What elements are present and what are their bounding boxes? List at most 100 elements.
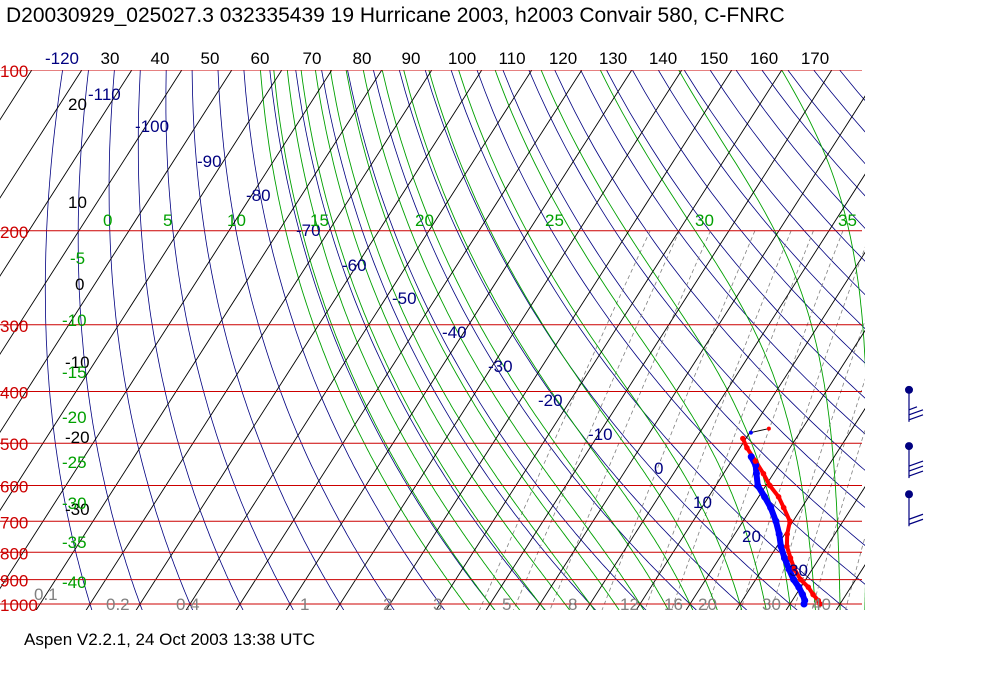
mixing-ratio-label: 30 — [762, 595, 781, 614]
pressure-label: 800 — [0, 544, 28, 563]
isotherm-line — [0, 70, 133, 277]
top-temperature-label: 50 — [201, 49, 220, 68]
mixing-ratio-line — [845, 535, 865, 610]
dewpoint-point — [795, 583, 803, 591]
temperature-point — [780, 504, 787, 511]
potential-temperature-label: -60 — [342, 256, 367, 275]
mixing-ratio-line — [811, 428, 865, 610]
isotherm-line — [981, 70, 1000, 618]
dry-adiabat-line — [891, 70, 1000, 618]
moist-adiabat-line — [781, 70, 865, 610]
isotherm-line — [185, 70, 533, 610]
isotherm-line — [0, 70, 183, 355]
moist-adiabat-label-top: 25 — [545, 211, 564, 230]
mixing-ratio-label: 40 — [812, 595, 831, 614]
isotherm-line — [385, 70, 733, 610]
dry-adiabat-line — [943, 70, 1000, 618]
temperature-point — [784, 543, 790, 550]
potential-temperature-label: -100 — [135, 117, 169, 136]
mixing-ratio-label: 5 — [502, 595, 511, 614]
isotherm-line — [85, 70, 433, 610]
isotherm-line — [0, 70, 333, 590]
dewpoint-point — [780, 554, 788, 562]
temperature-point — [797, 576, 804, 583]
top-temperature-label: 140 — [649, 49, 677, 68]
top-temperature-label: 170 — [801, 49, 829, 68]
dewpoint-point — [790, 576, 798, 584]
dry-adiabat-line — [969, 70, 1000, 618]
temperature-point — [791, 566, 798, 572]
dewpoint-point — [752, 461, 760, 469]
isotherm-line — [235, 70, 583, 610]
top-temperature-label: 100 — [448, 49, 476, 68]
mixing-ratio-line — [793, 378, 865, 610]
top-temperature-label: 40 — [151, 49, 170, 68]
temperature-point — [787, 518, 793, 525]
dry-adiabat-line — [528, 70, 865, 508]
temperature-point — [787, 555, 794, 561]
pressure-label: 700 — [0, 513, 28, 532]
moist-adiabat-label-left: -15 — [62, 363, 87, 382]
potential-temperature-label: 30 — [789, 561, 808, 580]
potential-temperature-label: -40 — [442, 323, 467, 342]
pressure-label: 900 — [0, 572, 28, 591]
left-temperature-label: -30 — [65, 500, 90, 519]
moist-adiabat-label-left: -20 — [62, 408, 87, 427]
chart-grid — [0, 70, 1000, 618]
mixing-ratio-line — [644, 230, 792, 610]
wind-barbs — [905, 385, 924, 527]
left-temperature-label: 10 — [68, 193, 87, 212]
moist-adiabat-label-top: 30 — [695, 211, 714, 230]
moist-adiabat-line — [403, 70, 694, 610]
top-temperature-label: 70 — [303, 49, 322, 68]
top-temperature-label: 80 — [353, 49, 372, 68]
left-temperature-label: -10 — [65, 353, 90, 372]
mixing-ratio-line — [549, 230, 711, 610]
profile-top-marker-dot — [766, 426, 771, 431]
dry-adiabat-line — [839, 70, 865, 102]
dry-adiabat-line — [321, 70, 597, 610]
dry-adiabat-line — [813, 70, 865, 133]
mixing-ratio-label: 3 — [433, 595, 442, 614]
temperature-point — [775, 494, 782, 500]
dry-adiabat-line — [917, 70, 1000, 618]
dry-adiabat-line — [217, 70, 395, 610]
dewpoint-point — [799, 591, 807, 599]
wind-barb-feather — [908, 518, 924, 525]
dewpoint-point — [752, 470, 760, 478]
potential-temperature-label: -90 — [197, 152, 222, 171]
wind-barb-feather — [908, 513, 924, 520]
pressure-label: 400 — [0, 384, 28, 403]
moist-adiabat-line — [678, 70, 841, 610]
wind-barb-feather — [908, 470, 924, 477]
moist-adiabat-label-left: -25 — [62, 453, 87, 472]
mixing-ratio-line — [706, 230, 844, 610]
top-temperature-label: 130 — [599, 49, 627, 68]
software-version-footer: Aspen V2.2.1, 24 Oct 2003 13:38 UTC — [24, 630, 316, 649]
temperature-point — [784, 531, 790, 537]
top-temperature-label: 160 — [750, 49, 778, 68]
dewpoint-profile-line — [748, 455, 808, 605]
potential-temperature-label: 20 — [742, 527, 761, 546]
potential-temperature-label: 10 — [693, 493, 712, 512]
pressure-label: 1000 — [0, 596, 38, 615]
dry-adiabat-line — [165, 70, 294, 610]
mixing-ratio-line — [868, 231, 978, 618]
pressure-label: 600 — [0, 478, 28, 497]
temperature-point — [740, 435, 746, 442]
mixing-ratio-label: 8 — [568, 595, 577, 614]
moist-adiabat-label-top: 5 — [163, 211, 172, 230]
wind-barb-feather — [908, 465, 924, 472]
potential-temperature-label: -10 — [588, 425, 613, 444]
wind-barb-half-feather — [908, 406, 918, 411]
isotherm-line — [635, 251, 865, 610]
mixing-ratio-line — [770, 319, 865, 610]
isotherm-line — [35, 70, 383, 610]
potential-temperature-label: -70 — [296, 221, 321, 240]
moist-adiabat-label-left: -30 — [62, 494, 87, 513]
dry-adiabat-line — [632, 70, 865, 364]
pressure-label: 300 — [0, 317, 28, 336]
isotherm-line — [0, 70, 33, 121]
temperature-point — [810, 591, 816, 598]
